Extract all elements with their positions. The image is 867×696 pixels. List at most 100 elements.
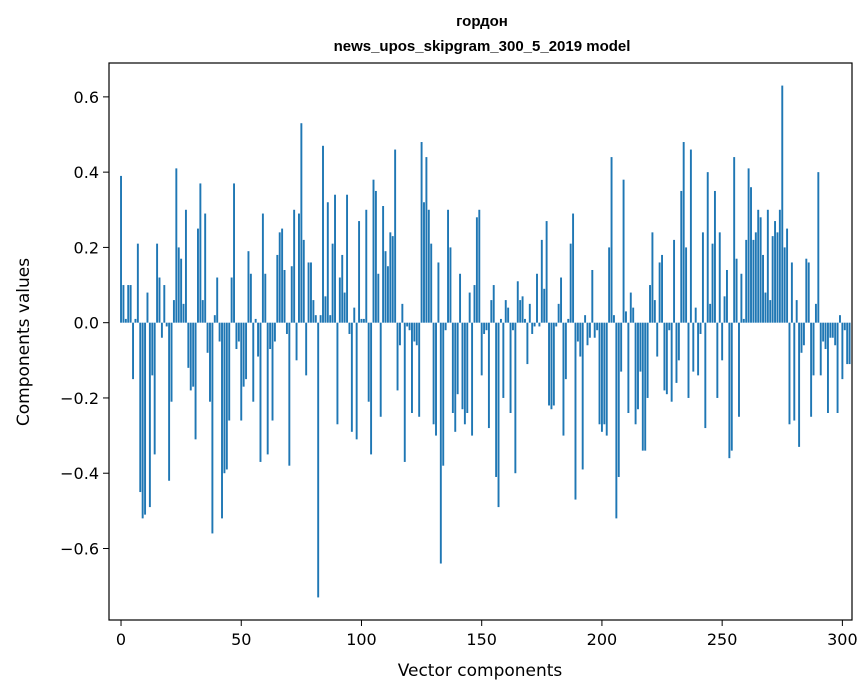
bar — [314, 315, 317, 323]
bar — [146, 292, 149, 323]
bar — [331, 243, 334, 323]
bar — [608, 247, 611, 323]
bar — [653, 300, 656, 323]
bar — [675, 322, 678, 383]
bar — [360, 318, 363, 323]
y-tick-label: 0.4 — [74, 163, 99, 182]
bar — [564, 322, 567, 380]
bar — [499, 318, 502, 323]
bar — [560, 277, 563, 323]
bar — [430, 243, 433, 323]
bar — [487, 322, 490, 429]
bar — [122, 285, 125, 323]
bar — [507, 307, 510, 323]
bar — [204, 213, 207, 323]
bar — [401, 303, 404, 323]
bar — [216, 277, 219, 323]
bar — [319, 315, 322, 323]
bar — [120, 175, 122, 323]
bar — [475, 217, 478, 323]
bar — [237, 322, 240, 342]
bar — [668, 322, 671, 331]
bar — [540, 239, 543, 323]
bar — [762, 254, 764, 323]
bar — [824, 322, 827, 350]
chart-subtitle: news_upos_skipgram_300_5_2019 model — [334, 38, 631, 55]
bar — [483, 322, 486, 334]
bar — [831, 322, 834, 338]
bar — [317, 322, 320, 598]
bar — [432, 322, 435, 425]
bar — [593, 322, 596, 338]
bar — [233, 183, 235, 323]
bar — [581, 322, 584, 470]
bar — [701, 232, 704, 323]
bar — [839, 315, 841, 323]
bar — [502, 322, 505, 398]
bar — [495, 322, 498, 477]
x-tick-label: 0 — [116, 630, 126, 649]
bar — [805, 258, 808, 323]
y-tick-label: 0.2 — [74, 238, 99, 257]
bar — [144, 322, 147, 515]
x-axis-label: Vector components — [398, 661, 563, 681]
bar — [285, 322, 288, 334]
bar — [235, 322, 238, 350]
y-tick-label: 0.0 — [74, 314, 99, 333]
bar — [798, 322, 801, 447]
bar — [365, 209, 368, 323]
y-tick-label: 0.6 — [74, 88, 99, 107]
bar — [454, 322, 457, 432]
bar — [449, 247, 452, 323]
bar — [790, 262, 793, 323]
bar — [776, 232, 779, 323]
bar — [252, 322, 255, 402]
bar — [740, 273, 743, 323]
bar — [230, 277, 233, 323]
bar — [536, 273, 538, 323]
bar — [841, 322, 844, 380]
bar — [829, 322, 832, 338]
bar — [386, 266, 389, 323]
bar — [562, 322, 565, 436]
y-tick-label: −0.2 — [60, 389, 99, 408]
bar — [649, 285, 651, 323]
bar — [745, 239, 748, 323]
bar — [728, 322, 731, 459]
bar — [521, 296, 524, 323]
bar — [391, 236, 394, 323]
bar — [774, 221, 777, 323]
bar — [362, 318, 365, 323]
bar — [781, 85, 784, 323]
bar — [288, 322, 291, 466]
bar — [752, 239, 755, 323]
bar — [697, 322, 700, 376]
bar — [370, 322, 373, 455]
bar — [680, 190, 683, 323]
bar — [435, 322, 437, 436]
bar — [591, 269, 594, 323]
bar — [423, 202, 425, 323]
bar — [718, 232, 721, 323]
bar — [480, 322, 483, 376]
plot-frame — [108, 62, 853, 621]
bar — [134, 318, 137, 323]
bar — [848, 322, 851, 365]
bar — [726, 269, 728, 323]
bar — [723, 296, 726, 323]
bar — [223, 322, 226, 474]
bar — [545, 221, 548, 323]
bar — [273, 322, 276, 342]
bar — [358, 221, 361, 323]
bar — [269, 322, 272, 350]
bar — [620, 322, 623, 372]
bar — [129, 285, 132, 323]
bar — [213, 315, 216, 323]
bar — [548, 322, 550, 406]
bar — [721, 322, 724, 361]
bar — [406, 322, 409, 327]
bar — [283, 269, 286, 323]
bar — [699, 322, 702, 334]
bar — [242, 322, 245, 387]
bar — [187, 322, 190, 368]
